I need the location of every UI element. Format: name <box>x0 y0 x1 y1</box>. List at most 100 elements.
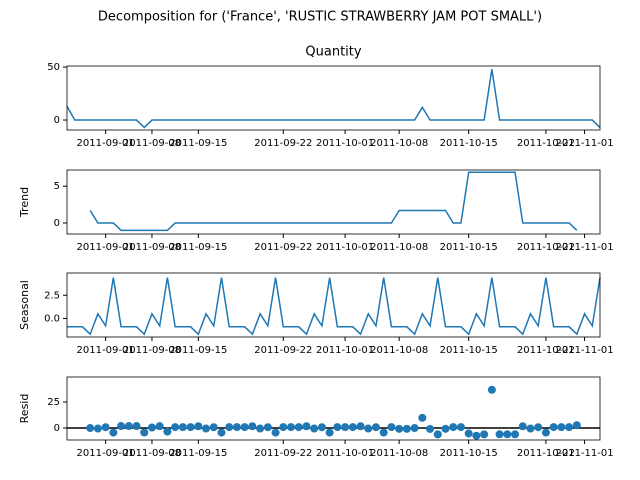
y-axis-label: Trend <box>18 187 31 218</box>
resid-point <box>433 430 442 439</box>
resid-point <box>480 430 489 439</box>
axes-frame <box>66 272 601 338</box>
resid-point <box>395 424 404 433</box>
x-tick-label: 2011-09-22 <box>254 345 312 356</box>
resid-point <box>124 422 133 431</box>
resid-point <box>518 422 527 431</box>
x-tick-label: 2011-10-15 <box>440 138 498 149</box>
resid-point <box>317 423 326 432</box>
resid-point <box>263 423 272 432</box>
x-tick-label: 2011-10-08 <box>370 242 428 253</box>
resid-point <box>402 424 411 433</box>
resid-point <box>178 423 187 432</box>
resid-point <box>171 423 180 432</box>
x-tick-label: 2011-09-15 <box>169 448 227 459</box>
resid-point <box>93 424 102 433</box>
resid-point <box>487 385 496 394</box>
resid-point <box>495 430 504 439</box>
x-tick-label: 2011-10-22 <box>517 448 575 459</box>
resid-point <box>549 423 558 432</box>
x-tick-label: 2011-09-15 <box>169 138 227 149</box>
x-tick-label: 2011-10-15 <box>440 242 498 253</box>
resid-point <box>526 424 535 433</box>
resid-point <box>302 422 311 431</box>
x-tick-label: 2011-09-08 <box>123 242 181 253</box>
x-tick-label: 2011-09-15 <box>169 242 227 253</box>
resid-point <box>194 422 203 431</box>
x-tick-label: 2011-10-08 <box>370 448 428 459</box>
resid-point <box>163 427 172 436</box>
resid-point <box>155 422 164 431</box>
x-tick-label: 2011-10-01 <box>316 242 374 253</box>
data-line <box>89 171 578 232</box>
resid-point <box>456 423 465 432</box>
resid-point <box>534 423 543 432</box>
resid-point <box>325 428 334 437</box>
resid-point <box>472 431 481 440</box>
resid-point <box>503 430 512 439</box>
axes-frame <box>66 376 601 441</box>
resid-point <box>132 422 141 431</box>
resid-point <box>379 428 388 437</box>
x-tick-label: 2011-09-01 <box>77 138 135 149</box>
x-tick-label: 2011-09-15 <box>169 345 227 356</box>
x-tick-label: 2011-11-01 <box>555 242 613 253</box>
resid-point <box>511 430 520 439</box>
y-tick-label: 0 <box>54 218 60 229</box>
resid-point <box>310 424 319 433</box>
resid-point <box>541 428 550 437</box>
resid-point <box>426 424 435 433</box>
x-tick-label: 2011-09-22 <box>254 138 312 149</box>
axes-frame <box>66 169 601 235</box>
x-tick-label: 2011-09-22 <box>254 448 312 459</box>
resid-point <box>109 428 118 437</box>
resid-point <box>271 428 280 437</box>
resid-point <box>371 423 380 432</box>
resid-point <box>186 423 195 432</box>
resid-point <box>565 423 574 432</box>
x-tick-label: 2011-10-15 <box>440 345 498 356</box>
resid-point <box>364 424 373 433</box>
x-tick-label: 2011-10-08 <box>370 138 428 149</box>
x-tick-label: 2011-09-01 <box>77 242 135 253</box>
x-tick-label: 2011-09-08 <box>123 138 181 149</box>
x-tick-label: 2011-09-08 <box>123 448 181 459</box>
resid-point <box>248 422 257 431</box>
resid-point <box>464 429 473 438</box>
resid-point <box>140 428 149 437</box>
resid-point <box>348 423 357 432</box>
resid-point <box>294 423 303 432</box>
x-tick-label: 2011-09-22 <box>254 242 312 253</box>
resid-point <box>101 423 110 432</box>
x-tick-label: 2011-10-01 <box>316 138 374 149</box>
resid-point <box>356 422 365 431</box>
y-tick-label: 50 <box>47 62 60 73</box>
x-tick-label: 2011-10-22 <box>517 345 575 356</box>
resid-point <box>117 422 126 431</box>
resid-point <box>225 423 234 432</box>
resid-point <box>217 428 226 437</box>
resid-point <box>232 423 241 432</box>
resid-point <box>202 424 211 433</box>
x-tick-label: 2011-10-22 <box>517 138 575 149</box>
resid-point <box>240 423 249 432</box>
y-tick-label: 5 <box>54 181 60 192</box>
resid-point <box>86 424 95 433</box>
data-line <box>66 69 601 129</box>
y-axis-label: Resid <box>18 394 31 424</box>
resid-point <box>279 423 288 432</box>
resid-point <box>418 413 427 422</box>
resid-point <box>287 423 296 432</box>
resid-point <box>256 424 265 433</box>
x-tick-label: 2011-10-01 <box>316 345 374 356</box>
x-tick-label: 2011-10-01 <box>316 448 374 459</box>
resid-point <box>147 423 156 432</box>
y-tick-label: 25 <box>47 397 60 408</box>
x-tick-label: 2011-10-15 <box>440 448 498 459</box>
x-tick-label: 2011-09-01 <box>77 448 135 459</box>
resid-point <box>410 424 419 433</box>
y-tick-label: 2.5 <box>44 290 60 301</box>
x-tick-label: 2011-09-01 <box>77 345 135 356</box>
